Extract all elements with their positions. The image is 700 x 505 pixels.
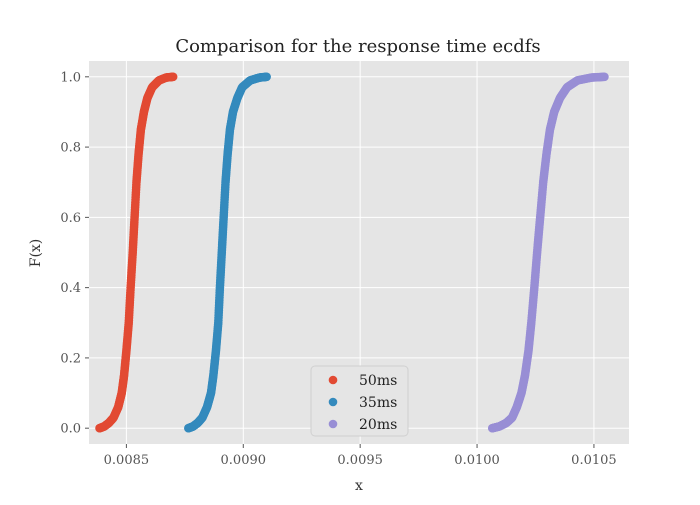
x-tick-label: 0.0090 [221,453,267,468]
data-point [600,72,609,82]
y-tick-label: 0.6 [60,211,81,226]
data-points [95,72,609,433]
x-axis: 0.0085 0.0090 0.0095 0.0100 0.0105 [104,444,617,468]
y-tick-label: 1.0 [60,70,81,85]
x-tick-label: 0.0100 [454,453,500,468]
y-tick-label: 0.0 [60,422,81,437]
legend: 50ms 35ms 20ms [310,365,409,437]
x-tick-label: 0.0085 [104,453,150,468]
y-tick-label: 0.8 [60,141,81,156]
y-tick-label: 0.4 [60,281,81,296]
y-tick-label: 0.2 [60,351,81,366]
data-point [168,72,178,82]
y-axis-label: F(x) [28,239,44,268]
legend-label: 35ms [359,395,397,411]
y-axis: 0.0 0.2 0.4 0.6 0.8 1.0 [60,70,89,437]
chart-title: Comparison for the response time ecdfs [175,36,540,57]
x-tick-label: 0.0095 [337,453,383,468]
legend-marker [328,375,338,385]
series-20ms-points [487,72,609,433]
x-tick-label: 0.0105 [571,453,617,468]
legend-label: 20ms [359,417,397,433]
series-50ms-points [95,72,178,433]
data-point [262,72,271,82]
grid-lines [89,61,629,444]
legend-label: 50ms [359,373,397,389]
x-axis-label: x [355,478,363,494]
series-35ms-points [184,72,271,433]
legend-marker [328,397,338,407]
legend-marker [328,419,338,429]
